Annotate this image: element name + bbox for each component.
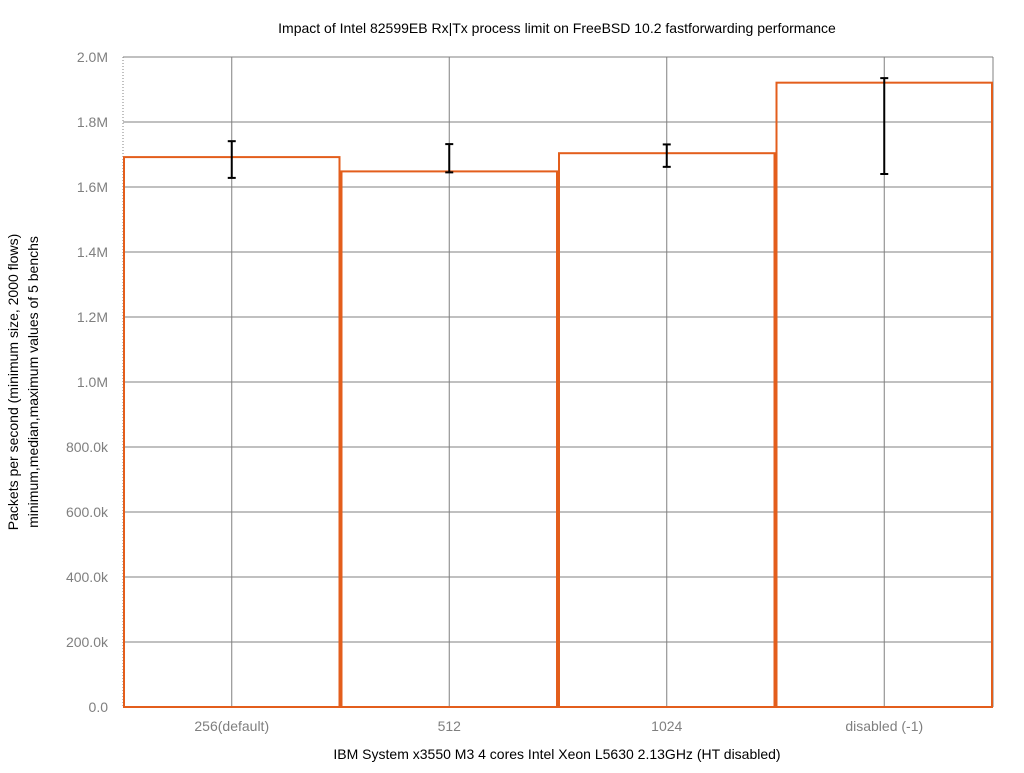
y-axis-label: Packets per second (minimum size, 2000 f… (5, 234, 21, 530)
y-tick-label: 1.0M (77, 374, 108, 390)
error-bar (662, 143, 671, 168)
chart-title: Impact of Intel 82599EB Rx|Tx process li… (278, 20, 836, 36)
y-axis-ticks: 0.0 200.0k 400.0k 600.0k 800.0k 1.0M 1.2M 1.4M 1… (66, 49, 109, 715)
y-tick-label: 200.0k (66, 634, 109, 650)
y-tick-label: 1.4M (77, 244, 108, 260)
x-tick-label: 512 (438, 718, 462, 734)
x-tick-label: 256(default) (194, 718, 269, 734)
y-tick-label: 400.0k (66, 569, 109, 585)
error-bar (227, 140, 236, 179)
x-tick-label: disabled (-1) (845, 718, 923, 734)
y-tick-label: 1.8M (77, 114, 108, 130)
y-tick-label: 600.0k (66, 504, 109, 520)
error-bar (880, 77, 889, 175)
x-tick-label: 1024 (651, 718, 682, 734)
y-tick-label: 1.6M (77, 179, 108, 195)
x-axis-label: IBM System x3550 M3 4 cores Intel Xeon L… (333, 746, 780, 762)
y-tick-label: 1.2M (77, 309, 108, 325)
x-axis-ticks: 256(default) 512 1024 disabled (-1) (194, 718, 923, 734)
y-tick-label: 800.0k (66, 439, 109, 455)
y-tick-label: 0.0 (89, 699, 109, 715)
error-bar (445, 143, 454, 174)
error-bars (227, 77, 889, 179)
y-tick-label: 2.0M (77, 49, 108, 65)
y-axis-label-secondary: minimum,median,maximum values of 5 bench… (25, 236, 41, 528)
bars (123, 81, 993, 709)
